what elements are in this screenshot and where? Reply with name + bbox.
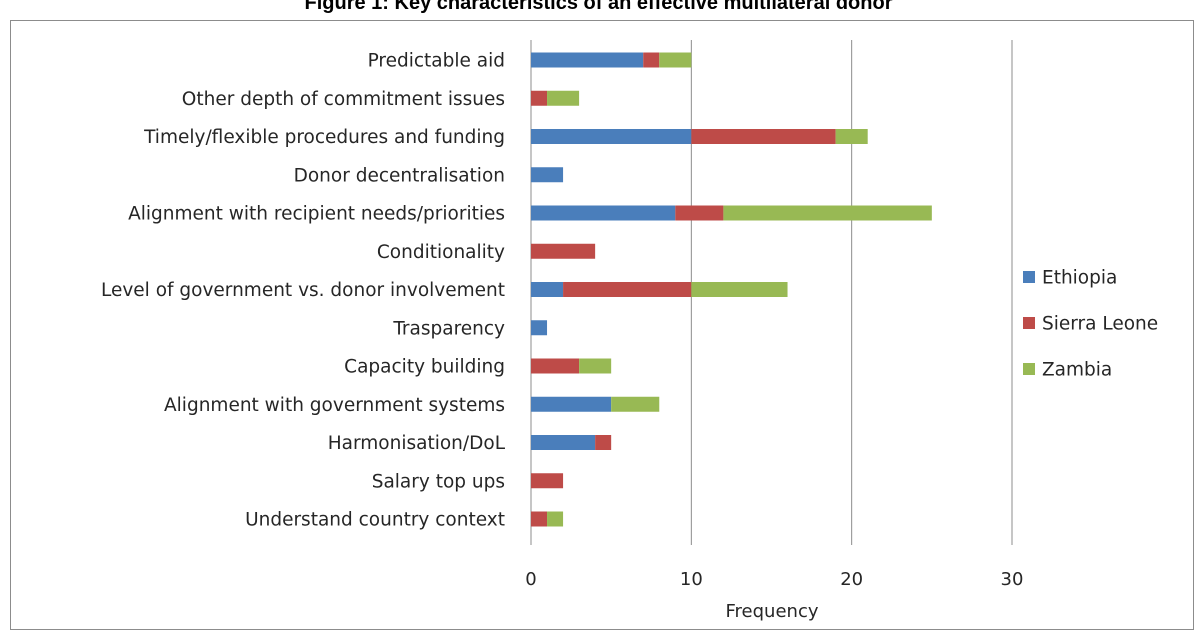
bar-segment-zambia (547, 90, 580, 106)
category-label: Salary top ups (372, 471, 505, 492)
bar-segment-sierra-leone (691, 129, 836, 144)
category-labels: Predictable aid Other depth of commitment… (101, 51, 506, 531)
category-label: Harmonisation/DoL (328, 433, 506, 454)
bar-segment-zambia (579, 358, 612, 374)
bar-segment-ethiopia (531, 167, 564, 183)
x-tick-label: 20 (840, 569, 863, 590)
bar-segment-sierra-leone (531, 90, 548, 106)
legend-swatch (1023, 271, 1035, 283)
bar-segment-zambia (611, 396, 660, 412)
legend-swatch (1023, 317, 1035, 329)
bar-segment-ethiopia (531, 435, 596, 450)
category-label: Alignment with government systems (164, 395, 505, 416)
bar-segment-sierra-leone (643, 52, 660, 68)
category-label: Conditionality (377, 242, 505, 263)
legend-label: Ethiopia (1042, 268, 1117, 289)
legend: Ethiopia Sierra Leone Zambia (1023, 268, 1158, 381)
legend-label: Zambia (1042, 360, 1112, 381)
category-label: Trasparency (392, 318, 505, 339)
category-label: Other depth of commitment issues (182, 89, 505, 110)
category-label: Predictable aid (368, 51, 505, 72)
bar-segment-zambia (835, 129, 868, 144)
bar-segment-sierra-leone (531, 243, 596, 259)
bar-segment-ethiopia (531, 396, 612, 412)
category-label: Timely/flexible procedures and funding (143, 127, 505, 148)
category-label: Understand country context (245, 510, 505, 531)
bar-segment-sierra-leone (563, 282, 692, 297)
bar-segment-zambia (547, 511, 564, 527)
category-label: Alignment with recipient needs/prioritie… (128, 204, 505, 225)
legend-label: Sierra Leone (1042, 314, 1158, 335)
figure-title: Figure 1: Key characteristics of an effe… (304, 0, 893, 14)
bars (531, 52, 932, 527)
bar-segment-ethiopia (531, 129, 692, 144)
chart-frame (10, 20, 1194, 630)
x-tick-label: 30 (1001, 569, 1024, 590)
bar-segment-ethiopia (531, 52, 644, 68)
bar-segment-zambia (659, 52, 692, 68)
category-label: Capacity building (344, 357, 505, 378)
bar-segment-zambia (691, 282, 788, 297)
bar-segment-ethiopia (531, 205, 676, 221)
category-label: Donor decentralisation (294, 165, 505, 186)
bar-segment-sierra-leone (531, 358, 580, 374)
bar-segment-zambia (723, 205, 932, 221)
x-tick-label: 0 (525, 569, 536, 590)
bar-segment-sierra-leone (531, 473, 564, 489)
x-tick-labels: 0 10 20 30 (525, 569, 1023, 590)
category-label: Level of government vs. donor involvemen… (101, 280, 505, 301)
bar-segment-ethiopia (531, 320, 548, 336)
bar-segment-sierra-leone (531, 511, 548, 527)
x-tick-label: 10 (680, 569, 703, 590)
bar-segment-sierra-leone (675, 205, 724, 221)
bar-segment-ethiopia (531, 282, 564, 297)
bar-segment-sierra-leone (595, 435, 612, 450)
x-axis-title: Frequency (726, 601, 819, 622)
legend-swatch (1023, 363, 1035, 375)
